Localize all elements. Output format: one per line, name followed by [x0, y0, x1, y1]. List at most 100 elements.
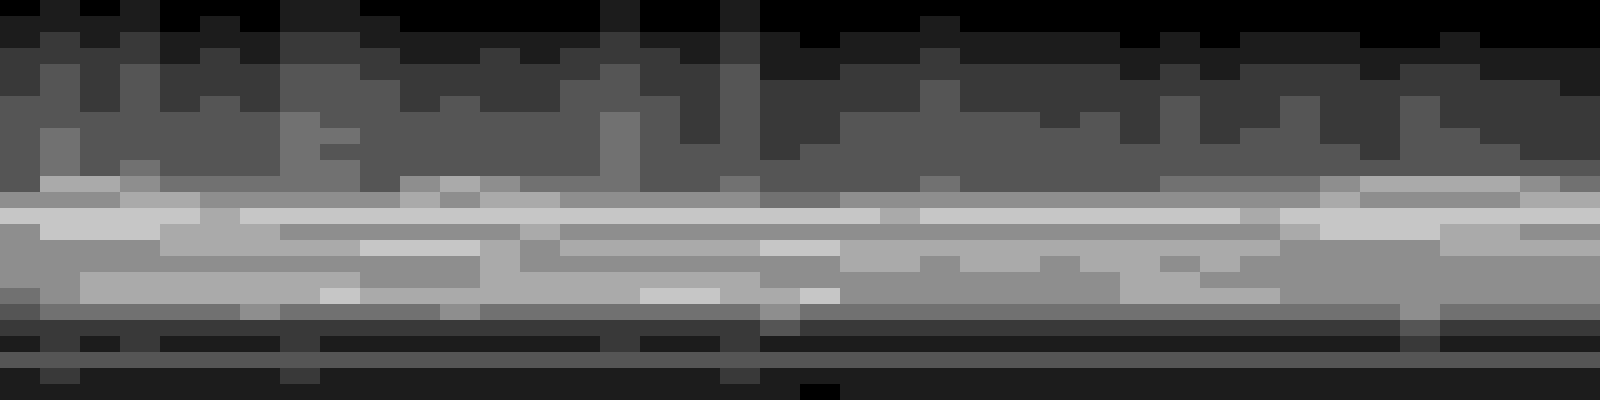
cell: [480, 384, 521, 400]
cell: [680, 48, 721, 65]
cell: [800, 144, 841, 161]
cell: [280, 112, 321, 129]
cell: [840, 256, 881, 273]
cell: [840, 112, 881, 129]
cell: [640, 0, 681, 17]
cell: [440, 0, 481, 17]
cell: [640, 144, 681, 161]
cell: [640, 96, 681, 113]
cell: [1040, 384, 1081, 400]
cell: [760, 368, 801, 385]
cell: [560, 320, 601, 337]
cell: [320, 368, 361, 385]
cell: [280, 304, 321, 321]
cell: [680, 368, 721, 385]
cell: [1560, 16, 1600, 33]
cell: [1040, 352, 1081, 369]
cell: [1560, 208, 1600, 225]
cell: [560, 48, 601, 65]
cell: [1280, 176, 1321, 193]
cell: [480, 160, 521, 177]
cell: [640, 208, 681, 225]
cell: [1320, 48, 1361, 65]
cell: [200, 256, 241, 273]
cell: [1320, 368, 1361, 385]
cell: [1440, 224, 1481, 241]
cell: [80, 32, 121, 49]
cell: [360, 96, 401, 113]
cell: [1120, 48, 1161, 65]
cell: [760, 144, 801, 161]
cell: [1360, 128, 1401, 145]
cell: [1160, 288, 1201, 305]
cell: [280, 128, 321, 145]
cell: [600, 80, 641, 97]
cell: [960, 48, 1001, 65]
cell: [640, 224, 681, 241]
cell: [1320, 272, 1361, 289]
cell: [1400, 32, 1441, 49]
cell: [1160, 96, 1201, 113]
cell: [840, 320, 881, 337]
cell: [920, 176, 961, 193]
cell: [120, 288, 161, 305]
cell: [600, 208, 641, 225]
cell: [1400, 208, 1441, 225]
cell: [1040, 208, 1081, 225]
cell: [1200, 112, 1241, 129]
cell: [1440, 32, 1481, 49]
cell: [960, 208, 1001, 225]
cell: [720, 352, 761, 369]
cell: [1320, 176, 1361, 193]
cell: [760, 48, 801, 65]
cell: [0, 96, 41, 113]
cell: [80, 288, 121, 305]
cell: [480, 80, 521, 97]
cell: [1240, 48, 1281, 65]
cell: [1280, 96, 1321, 113]
cell: [120, 0, 161, 17]
cell: [840, 32, 881, 49]
cell: [600, 64, 641, 81]
cell: [1520, 384, 1561, 400]
cell: [40, 304, 81, 321]
cell: [280, 368, 321, 385]
cell: [680, 384, 721, 400]
cell: [920, 192, 961, 209]
cell: [400, 384, 441, 400]
cell: [200, 208, 241, 225]
cell: [1120, 336, 1161, 353]
cell: [560, 80, 601, 97]
cell: [1000, 160, 1041, 177]
cell: [1440, 288, 1481, 305]
cell: [680, 0, 721, 17]
cell: [520, 144, 561, 161]
cell: [1360, 80, 1401, 97]
cell: [40, 128, 81, 145]
cell: [0, 0, 41, 17]
cell: [800, 160, 841, 177]
cell: [1360, 64, 1401, 81]
cell: [760, 224, 801, 241]
cell: [1240, 128, 1281, 145]
cell: [680, 272, 721, 289]
cell: [1200, 64, 1241, 81]
cell: [120, 368, 161, 385]
cell: [1240, 304, 1281, 321]
cell: [680, 32, 721, 49]
cell: [240, 224, 281, 241]
cell: [1480, 288, 1521, 305]
cell: [1520, 368, 1561, 385]
cell: [760, 288, 801, 305]
cell: [1560, 160, 1600, 177]
cell: [1360, 192, 1401, 209]
cell: [1480, 32, 1521, 49]
cell: [720, 384, 761, 400]
cell: [200, 128, 241, 145]
cell: [920, 48, 961, 65]
cell: [1000, 368, 1041, 385]
cell: [120, 304, 161, 321]
cell: [1400, 128, 1441, 145]
cell: [680, 304, 721, 321]
cell: [160, 64, 201, 81]
